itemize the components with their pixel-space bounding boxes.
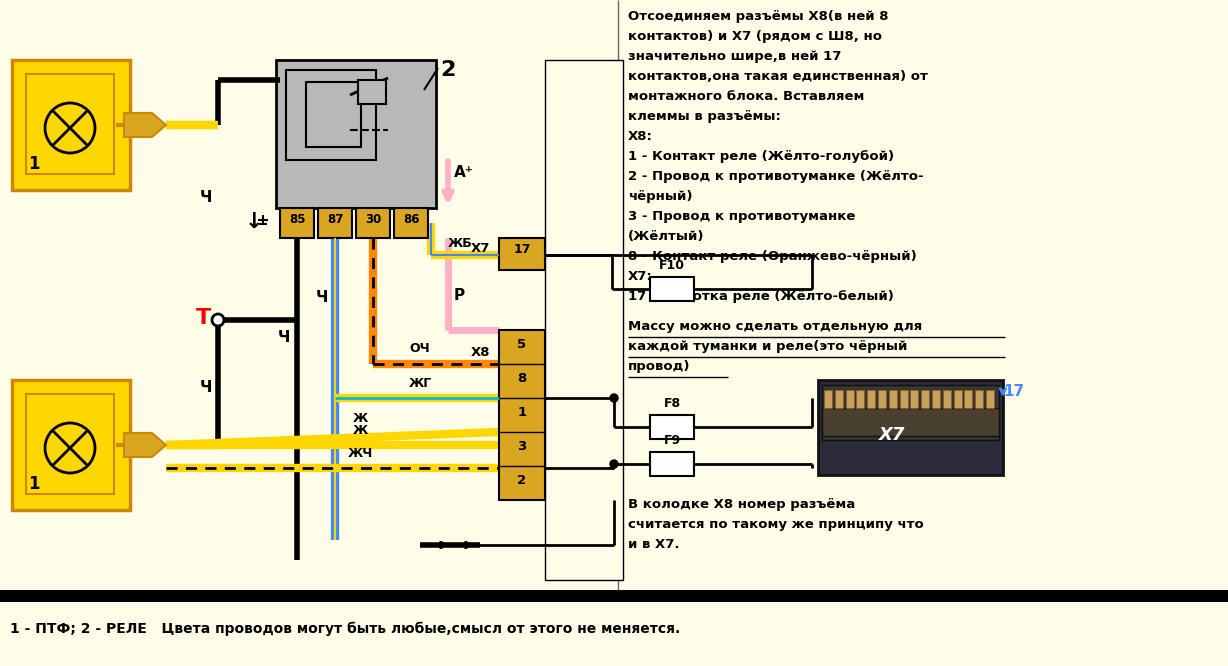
Text: 86: 86 — [403, 213, 419, 226]
Text: A⁺: A⁺ — [454, 165, 474, 180]
Text: 8: 8 — [517, 372, 527, 385]
Bar — [650, 452, 694, 476]
Bar — [975, 390, 984, 408]
Bar — [818, 380, 1003, 475]
Polygon shape — [124, 433, 166, 457]
Bar — [822, 385, 1000, 440]
Text: Отсоединяем разъёмы Х8(в ней 8: Отсоединяем разъёмы Х8(в ней 8 — [628, 10, 889, 23]
Bar — [359, 80, 386, 104]
Text: F9: F9 — [663, 434, 680, 447]
Text: Ч: Ч — [316, 290, 328, 305]
Text: Ч: Ч — [200, 380, 212, 395]
Bar — [650, 277, 694, 301]
Text: ЖЧ: ЖЧ — [348, 447, 372, 460]
Text: и в Х7.: и в Х7. — [628, 538, 679, 551]
Text: монтажного блока. Вставляем: монтажного блока. Вставляем — [628, 90, 865, 103]
Text: провод): провод) — [628, 360, 690, 373]
Text: 17: 17 — [1003, 384, 1024, 400]
Text: X7: X7 — [879, 426, 905, 444]
Bar — [545, 60, 623, 580]
Text: 85: 85 — [289, 213, 306, 226]
Text: 1: 1 — [28, 155, 39, 173]
Text: X8: X8 — [470, 346, 490, 359]
Text: 30: 30 — [365, 213, 381, 226]
Bar — [276, 60, 436, 208]
Text: чёрный): чёрный) — [628, 190, 693, 203]
Text: контактов) и Х7 (рядом с Ш8, но: контактов) и Х7 (рядом с Ш8, но — [628, 30, 882, 43]
Text: T: T — [196, 308, 211, 328]
Bar — [824, 390, 833, 408]
Text: 17 - Обмотка реле (Жёлто-белый): 17 - Обмотка реле (Жёлто-белый) — [628, 290, 894, 303]
Bar — [650, 415, 694, 439]
Bar — [964, 390, 973, 408]
Text: ОЧ: ОЧ — [410, 342, 430, 355]
Text: P: P — [454, 288, 465, 303]
Bar — [846, 390, 853, 408]
Bar — [12, 60, 130, 190]
Text: 3: 3 — [517, 440, 527, 453]
Bar — [900, 390, 907, 408]
Text: ЖГ: ЖГ — [409, 377, 431, 390]
Bar — [26, 74, 114, 174]
Text: Ч: Ч — [200, 190, 212, 205]
Bar — [286, 70, 376, 160]
Bar — [26, 394, 114, 494]
Text: (Жёлтый): (Жёлтый) — [628, 230, 705, 243]
Text: клеммы в разъёмы:: клеммы в разъёмы: — [628, 110, 781, 123]
Bar — [12, 380, 130, 510]
Circle shape — [212, 314, 223, 326]
Text: 1: 1 — [517, 406, 527, 419]
Text: F8: F8 — [663, 397, 680, 410]
Bar — [356, 208, 391, 238]
Text: 8 - Контакт реле (Оранжево-чёрный): 8 - Контакт реле (Оранжево-чёрный) — [628, 250, 917, 263]
Text: Ж: Ж — [352, 424, 367, 437]
Polygon shape — [124, 113, 166, 137]
Bar — [921, 390, 930, 408]
Text: каждой туманки и реле(это чёрный: каждой туманки и реле(это чёрный — [628, 340, 907, 353]
Circle shape — [610, 460, 618, 468]
Text: 1 - Контакт реле (Жёлто-голубой): 1 - Контакт реле (Жёлто-голубой) — [628, 150, 894, 163]
Bar — [499, 238, 545, 270]
Bar — [943, 390, 950, 408]
Bar — [835, 390, 842, 408]
Text: F10: F10 — [659, 259, 685, 272]
Text: Х8:: Х8: — [628, 130, 653, 143]
Bar — [0, 590, 1228, 602]
Bar — [499, 330, 545, 500]
Text: 5: 5 — [517, 338, 527, 351]
Bar — [986, 390, 993, 408]
Text: 87: 87 — [327, 213, 343, 226]
Text: X7: X7 — [470, 242, 490, 255]
Bar — [910, 390, 919, 408]
Text: Ч: Ч — [278, 330, 290, 345]
Bar — [822, 408, 1000, 436]
Text: 2 - Провод к противотуманке (Жёлто-: 2 - Провод к противотуманке (Жёлто- — [628, 170, 923, 183]
Text: ЖБ: ЖБ — [448, 237, 473, 250]
Bar — [954, 390, 962, 408]
Bar — [856, 390, 865, 408]
Text: 2: 2 — [440, 60, 456, 80]
Text: 1: 1 — [28, 475, 39, 493]
Text: значительно шире,в ней 17: значительно шире,в ней 17 — [628, 50, 841, 63]
Bar — [306, 82, 361, 147]
Text: В колодке Х8 номер разъёма: В колодке Х8 номер разъёма — [628, 498, 855, 511]
Circle shape — [610, 394, 618, 402]
Text: Массу можно сделать отдельную для: Массу можно сделать отдельную для — [628, 320, 922, 333]
Text: 3 - Провод к противотуманке: 3 - Провод к противотуманке — [628, 210, 856, 223]
Bar — [889, 390, 896, 408]
Text: 2: 2 — [517, 474, 527, 487]
Bar — [394, 208, 429, 238]
Bar — [878, 390, 885, 408]
Bar — [932, 390, 939, 408]
Text: считается по такому же принципу что: считается по такому же принципу что — [628, 518, 923, 531]
Text: 1 - ПТФ; 2 - РЕЛЕ   Цвета проводов могут быть любые,смысл от этого не меняется.: 1 - ПТФ; 2 - РЕЛЕ Цвета проводов могут б… — [10, 622, 680, 636]
Bar — [318, 208, 352, 238]
Bar — [867, 390, 876, 408]
Text: 17: 17 — [513, 243, 530, 256]
Text: контактов,она такая единственная) от: контактов,она такая единственная) от — [628, 70, 928, 83]
Text: Ж: Ж — [352, 412, 367, 425]
Text: Х7:: Х7: — [628, 270, 653, 283]
Text: ↓: ↓ — [244, 212, 263, 232]
Bar — [280, 208, 314, 238]
